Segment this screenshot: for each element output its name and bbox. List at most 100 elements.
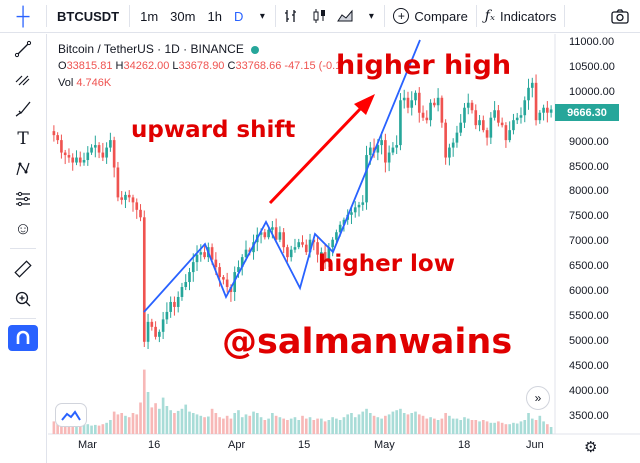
- interval-1h[interactable]: 1h: [207, 8, 222, 24]
- price-tick-label: 7000.00: [569, 235, 609, 248]
- volume-bar: [546, 424, 549, 434]
- candle: [278, 232, 282, 240]
- tradingview-logo-icon[interactable]: [56, 404, 86, 426]
- volume-bar: [335, 418, 338, 434]
- volume-bar: [90, 425, 93, 434]
- candle: [402, 97, 406, 101]
- last-price-label: 9666.30: [555, 104, 619, 121]
- drawing-toolbar: T ☺: [0, 34, 47, 463]
- volume-bar: [282, 418, 285, 434]
- symbol-search-button[interactable]: BTCUSDT: [57, 8, 120, 24]
- scroll-to-realtime-button[interactable]: »: [526, 386, 550, 410]
- text-icon[interactable]: T: [17, 129, 29, 149]
- candle: [240, 257, 244, 268]
- interval-30m[interactable]: 30m: [170, 8, 196, 24]
- candle: [368, 147, 372, 156]
- indicators-button[interactable]: ƒₓ Indicators: [477, 0, 565, 33]
- volume-bar: [97, 425, 101, 434]
- candle: [357, 204, 361, 208]
- chevron-down-icon[interactable]: ▾: [259, 10, 265, 22]
- volume-bar: [395, 410, 398, 434]
- trend-line-icon[interactable]: [8, 36, 38, 62]
- candle: [52, 131, 56, 136]
- candle: [248, 249, 252, 253]
- candle: [271, 227, 274, 230]
- interval-d[interactable]: D: [233, 8, 244, 24]
- volume-bar: [312, 420, 316, 434]
- volume-bar: [86, 424, 90, 434]
- area-chart-icon[interactable]: [332, 0, 358, 33]
- candle: [176, 296, 180, 307]
- volume-bar: [154, 403, 157, 434]
- candle: [109, 140, 112, 148]
- price-tick-label: 3500.00: [569, 409, 609, 422]
- volume-bar: [436, 420, 440, 434]
- price-tick-label: 11000.00: [569, 36, 615, 48]
- volume-bar: [323, 421, 327, 434]
- volume-bar: [52, 421, 56, 434]
- candle: [463, 107, 466, 123]
- volume-bar: [538, 415, 542, 434]
- top-toolbar: ┼ BTCUSDT 1m 30m 1h D ▾ ▾ + Compare ƒₓ I…: [0, 0, 640, 33]
- candle: [331, 239, 334, 248]
- candle: [86, 152, 90, 161]
- chart-legend-title: Bitcoin / TetherUS · 1D · BINANCE: [58, 42, 260, 56]
- camera-icon[interactable]: [600, 0, 640, 33]
- time-tick-label: 15: [298, 439, 311, 451]
- volume-bar: [350, 413, 353, 434]
- trend-arrow-head: [354, 94, 375, 115]
- candle: [60, 140, 63, 153]
- candle: [380, 140, 383, 146]
- candle: [350, 212, 353, 215]
- candle: [244, 249, 248, 258]
- candle: [165, 311, 169, 320]
- volume-bar: [139, 402, 142, 434]
- compare-button[interactable]: + Compare: [385, 0, 475, 33]
- candles-icon[interactable]: [306, 0, 332, 33]
- volume-bar: [384, 415, 387, 434]
- candle: [222, 277, 225, 280]
- divider: [10, 248, 36, 249]
- measure-list-icon[interactable]: [8, 186, 38, 212]
- volume-bar: [131, 413, 135, 434]
- candle: [361, 202, 365, 205]
- volume-bar: [240, 417, 244, 434]
- settings-icon[interactable]: ⚙: [584, 439, 598, 456]
- bar-chart-icon[interactable]: [276, 0, 306, 33]
- candle: [214, 259, 218, 268]
- zoom-icon[interactable]: [8, 286, 38, 312]
- volume-bar: [448, 415, 451, 434]
- volume-bar: [191, 413, 195, 434]
- magnet-icon[interactable]: [8, 325, 38, 351]
- candle: [297, 242, 301, 248]
- volume-value: 4.746K: [76, 77, 112, 89]
- candle: [459, 122, 463, 133]
- candle: [127, 194, 131, 198]
- candle: [538, 112, 542, 121]
- candle: [169, 301, 172, 312]
- candle: [146, 321, 150, 342]
- candle: [161, 319, 165, 332]
- volume-bar: [112, 411, 116, 434]
- pattern-icon[interactable]: [8, 156, 38, 182]
- emoji-icon[interactable]: ☺: [14, 219, 32, 238]
- crosshair-icon[interactable]: ┼: [16, 5, 30, 26]
- chevron-down-icon[interactable]: ▾: [368, 10, 374, 22]
- annotation-higher-low: higher low: [318, 251, 455, 277]
- price-tick-label: 4500.00: [569, 359, 609, 372]
- volume-bar: [380, 418, 383, 434]
- candle: [218, 267, 221, 278]
- candle: [515, 117, 519, 121]
- volume-bar: [161, 397, 165, 434]
- interval-1m[interactable]: 1m: [140, 8, 159, 24]
- candle: [154, 326, 157, 337]
- fib-icon[interactable]: [8, 66, 38, 92]
- volume-bar: [248, 415, 252, 434]
- volume-bar: [225, 415, 229, 434]
- divider: [10, 318, 36, 319]
- brush-icon[interactable]: [8, 96, 38, 122]
- volume-bar: [297, 420, 301, 434]
- ruler-icon[interactable]: [8, 256, 38, 282]
- volume-bar: [527, 413, 530, 434]
- volume-bar: [504, 424, 508, 434]
